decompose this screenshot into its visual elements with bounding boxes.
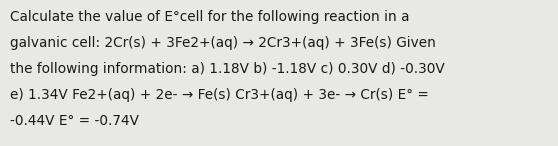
Text: galvanic cell: 2Cr(s) + 3Fe2+(aq) → 2Cr3+(aq) + 3Fe(s) Given: galvanic cell: 2Cr(s) + 3Fe2+(aq) → 2Cr3… (10, 36, 436, 50)
Text: -0.44V E° = -0.74V: -0.44V E° = -0.74V (10, 114, 139, 128)
Text: e) 1.34V Fe2+(aq) + 2e- → Fe(s) Cr3+(aq) + 3e- → Cr(s) E° =: e) 1.34V Fe2+(aq) + 2e- → Fe(s) Cr3+(aq)… (10, 88, 429, 102)
Text: the following information: a) 1.18V b) -1.18V c) 0.30V d) -0.30V: the following information: a) 1.18V b) -… (10, 62, 445, 76)
Text: Calculate the value of E°cell for the following reaction in a: Calculate the value of E°cell for the fo… (10, 10, 410, 24)
